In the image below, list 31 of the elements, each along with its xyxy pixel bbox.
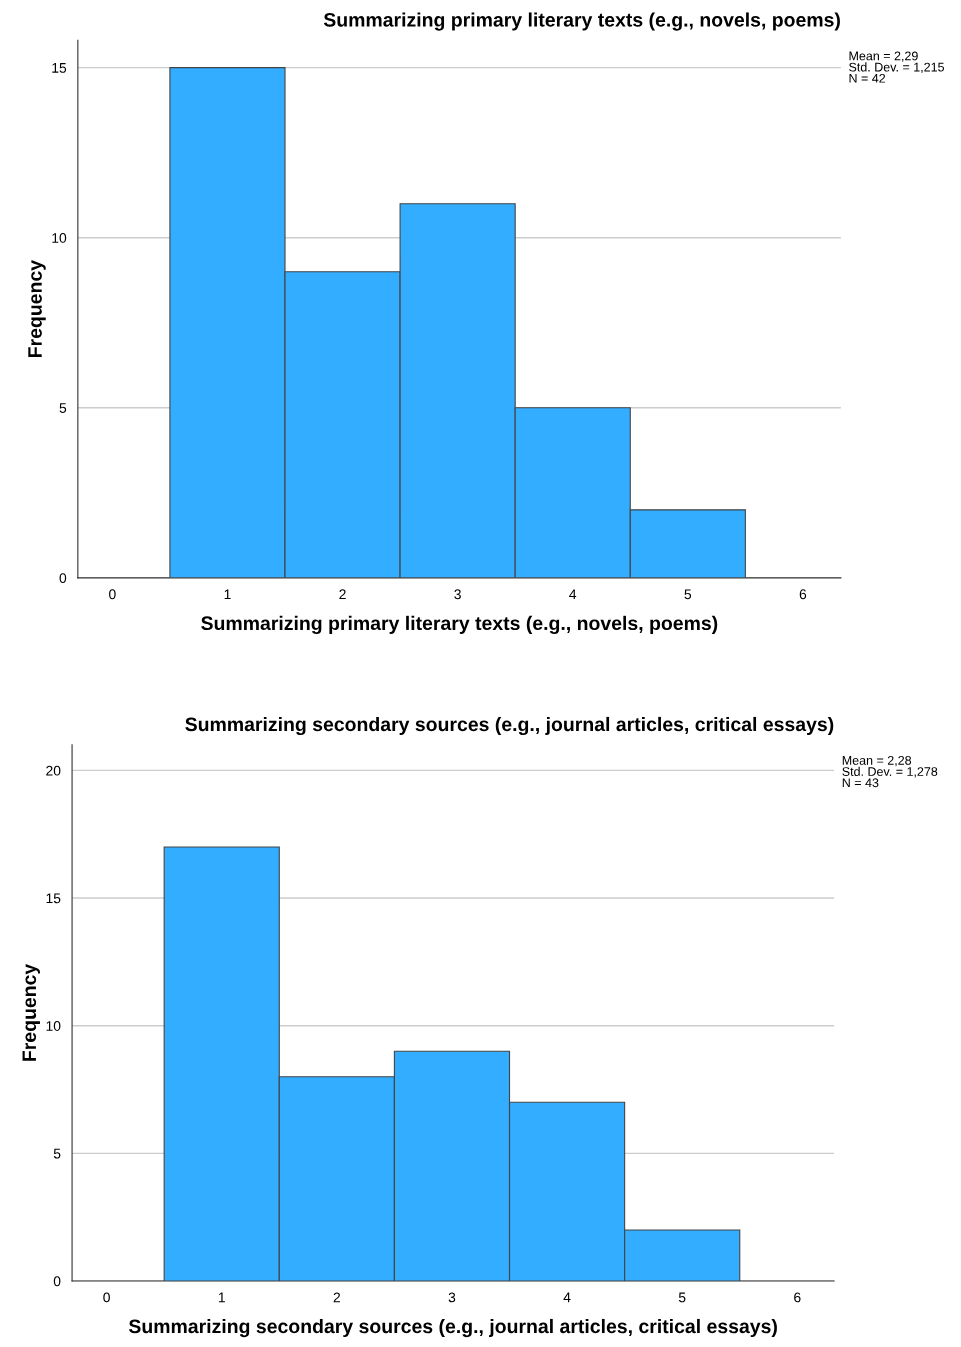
x-tick-label: 1: [218, 1292, 225, 1303]
y-tick-label: 5: [59, 403, 67, 413]
x-tick-label: 0: [109, 589, 116, 600]
y-tick-label: 15: [52, 63, 67, 73]
y-tick-label: 0: [59, 573, 67, 584]
y-tick-label: 20: [46, 765, 61, 776]
text: Mean = 2,29 Std. Dev. = 1,215 N = 42: [849, 51, 944, 83]
x-tick-label: 5: [684, 589, 692, 600]
y-tick-label: 10: [46, 1021, 61, 1031]
x-tick-label: 3: [448, 1292, 456, 1303]
x-tick-label: 6: [799, 589, 807, 600]
x-tick-label: 1: [224, 589, 231, 600]
x-tick-label: 5: [678, 1292, 686, 1303]
x-tick-label: 4: [563, 1292, 571, 1303]
text: Mean = 2,28 Std. Dev. = 1,278 N = 43: [842, 755, 938, 788]
x-tick-label: 4: [569, 589, 577, 600]
y-tick-label: 10: [52, 233, 67, 243]
y-tick-label: 15: [46, 893, 61, 904]
x-tick-label: 0: [103, 1292, 110, 1303]
y-axis-title: Frequency: [28, 260, 46, 357]
x-tick-label: 3: [454, 589, 461, 600]
x-axis-title: Summarizing secondary sources (e.g., journal articles, critical essays): [128, 1318, 777, 1338]
x-tick-label: 6: [794, 1292, 801, 1303]
x-tick-label: 2: [333, 1292, 341, 1303]
y-axis-title: Frequency: [22, 963, 40, 1061]
y-tick-label: 0: [53, 1276, 61, 1287]
x-axis-title: Summarizing primary literary texts (e.g., novels, poems): [201, 615, 718, 635]
x-tick-label: 2: [339, 589, 346, 600]
chart-title: Summarizing secondary sources (e.g., journal articles, critical essays): [185, 716, 834, 736]
y-tick-label: 5: [53, 1148, 61, 1159]
chart-title: Summarizing primary literary texts (e.g., novels, poems): [323, 12, 840, 31]
